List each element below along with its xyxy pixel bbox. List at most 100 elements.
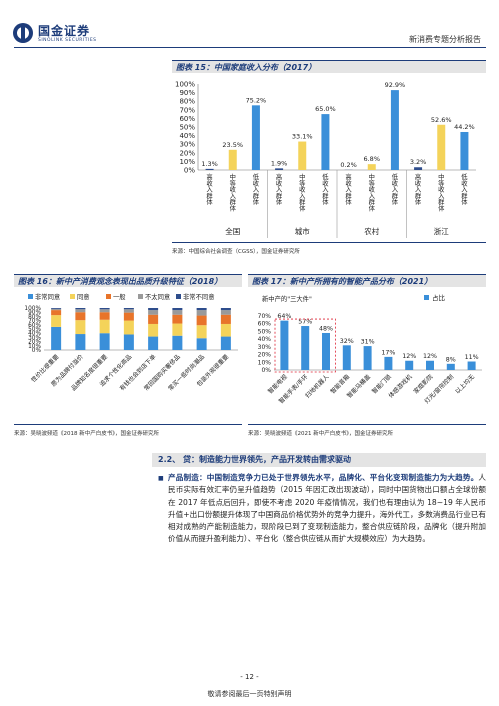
stack-segment xyxy=(148,323,159,337)
x-group-label: 浙江 xyxy=(434,226,449,236)
y-tick-label: 80% xyxy=(28,314,41,320)
x-category-label: 高收入群体 xyxy=(276,172,283,206)
report-type: 新消费专题分析报告 xyxy=(409,35,481,44)
data-label: 0.2% xyxy=(340,161,357,169)
y-tick-label: 50% xyxy=(179,124,195,132)
data-label: 75.2% xyxy=(246,96,267,104)
data-label: 6.8% xyxy=(363,155,380,163)
fig16-source: 来源：吴晓波频道《2018 新中产白皮书》，国金证券研究所 xyxy=(14,424,242,437)
legend-swatch xyxy=(70,294,75,299)
x-category-label: 低收入群体 xyxy=(253,172,260,206)
x-category-label: 低收入群体 xyxy=(322,172,329,206)
bar xyxy=(298,141,307,170)
stack-segment xyxy=(196,338,207,350)
stack-segment xyxy=(148,310,159,315)
y-tick-label: 0% xyxy=(261,367,271,374)
stack-segment xyxy=(51,308,62,309)
legend-label: 一般 xyxy=(113,292,126,301)
stack-segment xyxy=(172,335,183,350)
bar xyxy=(301,326,310,370)
stack-segment xyxy=(148,314,159,324)
stack-segment xyxy=(196,308,207,311)
data-label: 12% xyxy=(402,353,416,360)
x-group-label: 农村 xyxy=(364,226,379,236)
y-tick-label: 0% xyxy=(184,167,195,175)
stack-segment xyxy=(123,320,134,335)
x-category-label: 中等收入群体 xyxy=(230,172,237,213)
logo-text-cn: 国金证券 xyxy=(38,24,91,38)
y-tick-label: 0% xyxy=(32,348,42,354)
header-divider xyxy=(14,47,486,48)
y-tick-label: 60% xyxy=(179,115,195,123)
fig15-title: 图表 15：中国家庭收入分布（2017） xyxy=(172,60,486,73)
company-logo-icon xyxy=(13,23,33,43)
x-category-label: 低收入群体 xyxy=(461,172,468,206)
y-tick-label: 90% xyxy=(28,310,41,316)
bar xyxy=(363,346,372,370)
legend-label: 不太同意 xyxy=(145,292,170,301)
stack-segment xyxy=(148,308,159,311)
x-category-label: 中等收入群体 xyxy=(369,172,376,213)
y-tick-label: 20% xyxy=(258,352,272,359)
stack-segment xyxy=(196,310,207,316)
x-category-label: 以上均无 xyxy=(453,373,476,396)
bar xyxy=(390,90,399,170)
bar xyxy=(467,361,476,370)
legend-label: 非常不同意 xyxy=(183,292,214,301)
stack-segment xyxy=(148,336,159,350)
data-label: 92.9% xyxy=(385,81,406,89)
page-header: 国金证券 SINOLINK SECURITIES 新消费专题分析报告 xyxy=(0,0,499,48)
stack-segment xyxy=(220,336,231,350)
data-label: 48% xyxy=(319,325,333,332)
fig15-income-chart: 0%10%20%30%40%50%60%70%80%90%100% 1.3% 高收入… xyxy=(175,81,476,238)
y-tick-label: 100% xyxy=(24,306,41,312)
y-tick-label: 70% xyxy=(258,313,272,320)
legend-label: 占比 xyxy=(432,293,446,302)
fig17-source: 来源：吴晓波频道《2021 新中产白皮书》，国金证券研究所 xyxy=(248,424,486,437)
stack-segment xyxy=(75,308,86,310)
stack-segment xyxy=(75,320,86,335)
legend-swatch xyxy=(138,294,143,299)
legend-label: 同意 xyxy=(77,292,90,301)
stack-segment xyxy=(220,314,231,324)
x-category-label: 高收入群体 xyxy=(415,172,422,206)
stack-segment xyxy=(75,309,86,313)
x-category-label: 高收入群体 xyxy=(206,172,213,206)
bar xyxy=(322,332,330,370)
fig17-smart-products-chart: 新中产的"三大件" 占比0%10%20%30%40%50%60%70% 64%智能电… xyxy=(258,293,482,405)
stack-segment xyxy=(51,308,62,311)
x-category-label: 中等收入群体 xyxy=(299,172,306,213)
data-label: 1.9% xyxy=(271,159,288,167)
data-label: 65.0% xyxy=(315,105,336,113)
stack-segment xyxy=(99,308,110,310)
bar xyxy=(280,320,289,370)
x-group-label: 全国 xyxy=(225,226,240,236)
bar xyxy=(414,167,423,170)
y-tick-label: 10% xyxy=(28,344,41,350)
stack-segment xyxy=(123,309,134,313)
bar xyxy=(275,168,284,170)
stack-segment xyxy=(196,325,207,339)
data-label: 32% xyxy=(340,338,354,345)
y-tick-label: 40% xyxy=(258,336,272,343)
legend-swatch xyxy=(424,295,429,300)
footer-disclaimer: 敬请参阅最后一页特别声明 xyxy=(207,690,292,698)
stack-segment xyxy=(172,308,183,311)
x-group-label: 城市 xyxy=(295,226,310,236)
legend-label: 非常同意 xyxy=(35,292,60,301)
y-tick-label: 50% xyxy=(258,328,272,335)
annotation-label: 新中产的"三大件" xyxy=(262,294,312,303)
stack-segment xyxy=(220,310,231,315)
y-tick-label: 30% xyxy=(258,344,272,351)
y-tick-label: 20% xyxy=(28,340,41,346)
y-tick-label: 10% xyxy=(179,158,195,166)
para-body: 人民币实际有效汇率仍呈升值趋势（2015 年因汇改出现波动），同时中国货物出口额… xyxy=(168,473,486,544)
stack-segment xyxy=(99,312,110,320)
y-tick-label: 10% xyxy=(258,359,272,366)
stack-segment xyxy=(51,315,62,327)
y-tick-label: 90% xyxy=(179,89,195,97)
stack-segment xyxy=(172,323,183,336)
bar xyxy=(426,360,434,370)
legend-swatch xyxy=(106,294,111,299)
stack-segment xyxy=(123,308,134,310)
